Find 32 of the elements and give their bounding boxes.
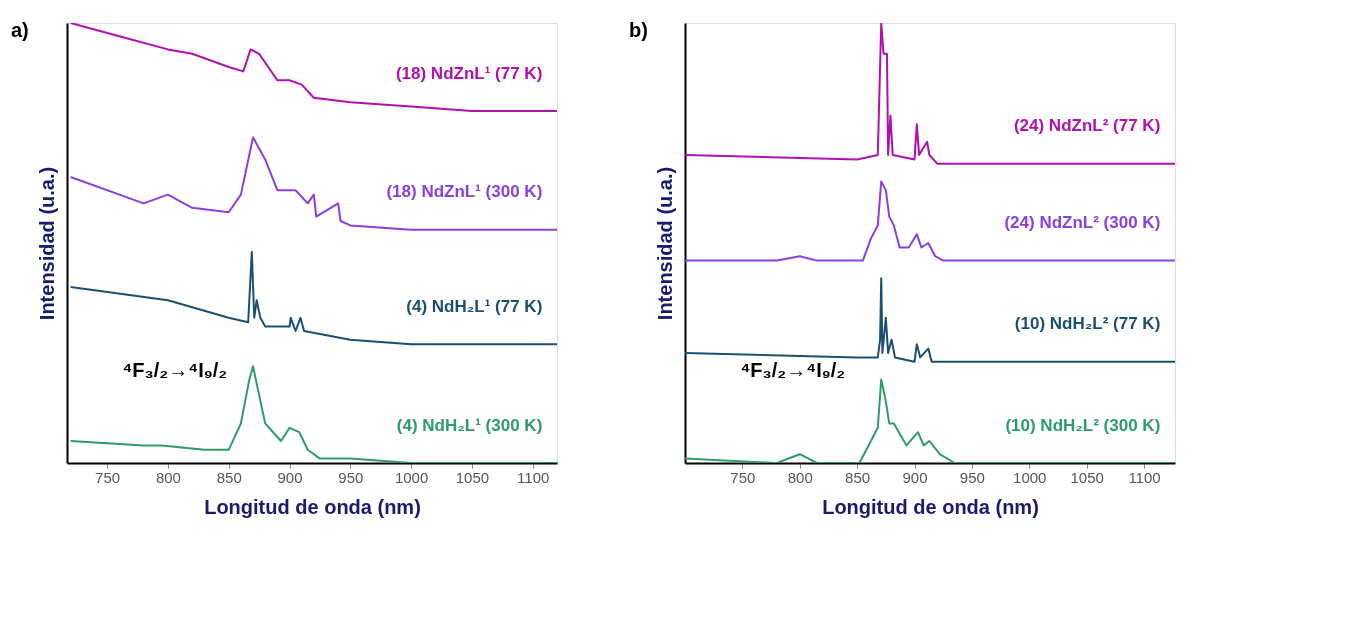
- series-label: (4) NdH₂L¹ (77 K): [406, 296, 543, 316]
- x-tick-label: 800: [155, 468, 181, 486]
- x-tick-label: 850: [216, 468, 242, 486]
- x-tick-label: 850: [845, 468, 871, 486]
- series-label: (10) NdH₂L² (300 K): [1005, 415, 1161, 435]
- annotation: ⁴F₃/₂→⁴I₉/₂: [122, 358, 228, 381]
- series-label: (18) NdZnL¹ (77 K): [395, 63, 543, 83]
- x-tick-label: 950: [959, 468, 985, 486]
- x-tick-label: 1000: [394, 468, 429, 486]
- x-tick-label: 900: [902, 468, 928, 486]
- x-tick-label: 1050: [455, 468, 490, 486]
- chart-title: b): [629, 19, 648, 41]
- y-axis-title: Intensidad (u.a.): [653, 166, 676, 321]
- y-axis-title: Intensidad (u.a.): [35, 166, 58, 321]
- x-tick-label: 750: [730, 468, 756, 486]
- series-label: (18) NdZnL¹ (300 K): [386, 182, 543, 202]
- x-tick-label: 950: [338, 468, 364, 486]
- x-tick-label: 900: [277, 468, 303, 486]
- x-axis-title: Longitud de onda (nm): [822, 495, 1039, 518]
- series-label: (24) NdZnL² (300 K): [1004, 213, 1161, 233]
- x-tick-label: 1000: [1013, 468, 1047, 486]
- x-tick-label: 750: [95, 468, 121, 486]
- series-label: (4) NdH₂L¹ (300 K): [396, 415, 543, 435]
- chart-title: a): [11, 19, 29, 41]
- x-axis-title: Longitud de onda (nm): [204, 495, 421, 518]
- x-tick-label: 1100: [517, 468, 550, 486]
- series-label: (10) NdH₂L² (77 K): [1014, 314, 1161, 334]
- x-tick-label: 1050: [1070, 468, 1104, 486]
- series-label: (24) NdZnL² (77 K): [1013, 116, 1161, 136]
- x-tick-label: 800: [787, 468, 813, 486]
- annotation: ⁴F₃/₂→⁴I₉/₂: [740, 358, 846, 381]
- x-tick-label: 1100: [1128, 468, 1161, 486]
